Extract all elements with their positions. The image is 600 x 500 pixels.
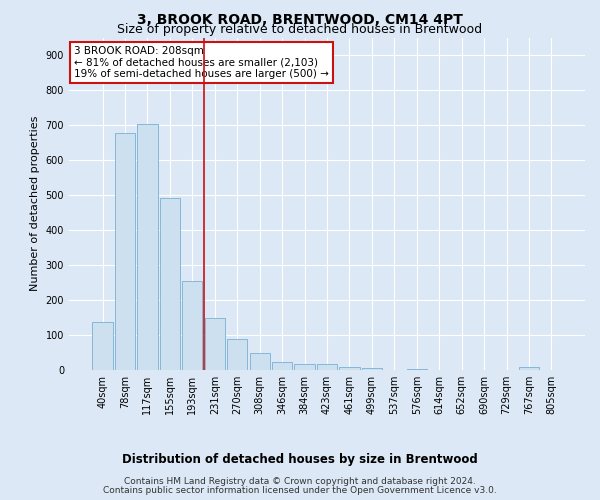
Bar [92, 322, 113, 370]
Text: Distribution of detached houses by size in Brentwood: Distribution of detached houses by size … [122, 452, 478, 466]
Bar [160, 198, 180, 370]
Bar [272, 362, 292, 370]
Text: Contains public sector information licensed under the Open Government Licence v3: Contains public sector information licen… [103, 486, 497, 495]
Bar [227, 339, 247, 370]
Bar [340, 366, 359, 370]
Bar [137, 124, 158, 370]
Bar [407, 368, 427, 370]
Text: Contains HM Land Registry data © Crown copyright and database right 2024.: Contains HM Land Registry data © Crown c… [124, 476, 476, 486]
Bar [362, 368, 382, 370]
Bar [295, 364, 314, 370]
Text: Size of property relative to detached houses in Brentwood: Size of property relative to detached ho… [118, 24, 482, 36]
Text: 3, BROOK ROAD, BRENTWOOD, CM14 4PT: 3, BROOK ROAD, BRENTWOOD, CM14 4PT [137, 12, 463, 26]
Bar [250, 352, 270, 370]
Bar [115, 132, 135, 370]
Bar [205, 318, 225, 370]
Bar [519, 367, 539, 370]
Bar [182, 282, 202, 370]
Bar [317, 364, 337, 370]
Y-axis label: Number of detached properties: Number of detached properties [30, 116, 40, 292]
Text: 3 BROOK ROAD: 208sqm
← 81% of detached houses are smaller (2,103)
19% of semi-de: 3 BROOK ROAD: 208sqm ← 81% of detached h… [74, 46, 329, 79]
